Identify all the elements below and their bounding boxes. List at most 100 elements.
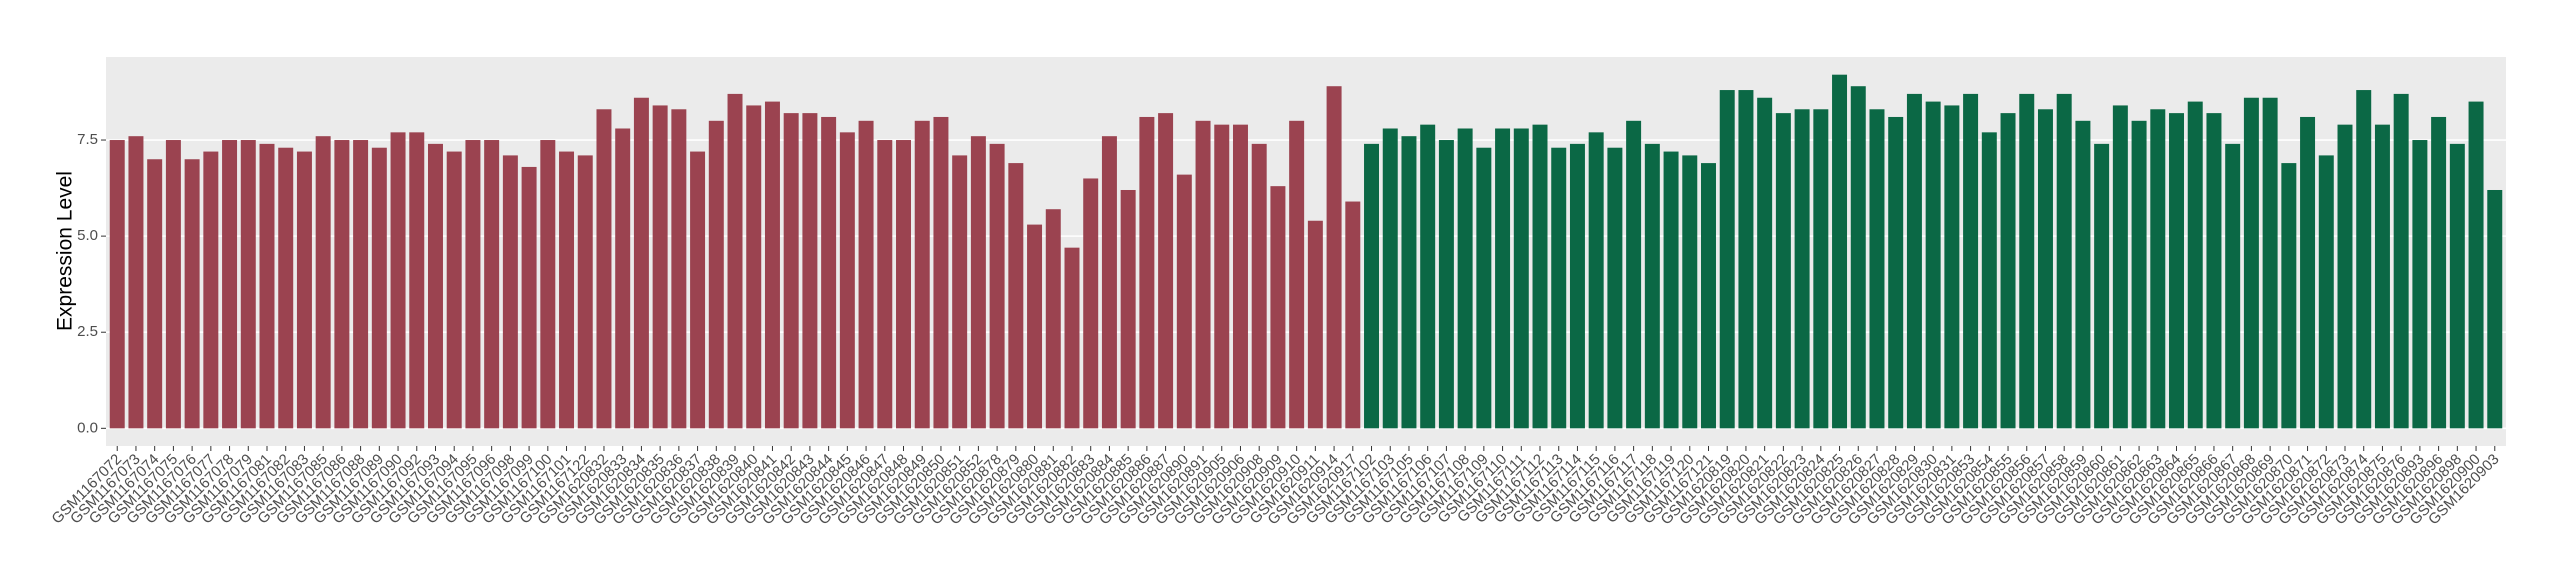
bar	[1832, 74, 1848, 429]
bar	[1027, 224, 1043, 429]
bar	[1176, 174, 1192, 429]
bar	[1925, 101, 1941, 429]
bar	[446, 151, 462, 429]
bar	[2000, 113, 2016, 429]
bar	[2281, 163, 2297, 429]
bar	[1251, 143, 1267, 429]
bar	[839, 132, 855, 429]
bar	[559, 151, 575, 429]
bar	[1364, 143, 1380, 429]
bar	[2094, 143, 2110, 429]
bar	[952, 155, 968, 429]
bar	[2300, 116, 2316, 429]
bar	[1551, 147, 1567, 429]
bar	[2431, 116, 2447, 429]
y-tick-label: 2.5	[77, 323, 98, 340]
bar	[222, 140, 238, 429]
bar	[2075, 120, 2091, 429]
bar	[1981, 132, 1997, 429]
bar	[165, 140, 181, 429]
bar	[2487, 189, 2503, 429]
bar	[1569, 143, 1585, 429]
bar	[315, 136, 331, 429]
bar	[821, 116, 837, 429]
bar	[2318, 155, 2334, 429]
bar	[540, 140, 556, 429]
bar	[1064, 247, 1080, 429]
bar	[240, 140, 256, 429]
bar	[2112, 105, 2128, 429]
bar	[1476, 147, 1492, 429]
bar	[2337, 124, 2353, 429]
bar	[1644, 143, 1660, 429]
bar	[1888, 116, 1904, 429]
bar	[2037, 109, 2053, 429]
bar	[615, 128, 631, 429]
bar	[1158, 113, 1174, 429]
bar	[109, 140, 125, 429]
bar	[371, 147, 387, 429]
bar	[1607, 147, 1623, 429]
bar	[1794, 109, 1810, 429]
bar	[577, 155, 593, 429]
bar	[1307, 220, 1323, 429]
bar	[896, 140, 911, 429]
bar	[2169, 113, 2185, 429]
bar	[802, 113, 818, 429]
y-tick-label: 0.0	[77, 419, 98, 436]
bar	[2187, 101, 2203, 429]
y-tick-label: 7.5	[77, 131, 98, 148]
bar	[1195, 120, 1211, 429]
bar	[2374, 124, 2390, 429]
bar	[1869, 109, 1885, 429]
bar	[933, 116, 949, 429]
bar	[1850, 86, 1866, 429]
bar	[2356, 90, 2372, 429]
bar	[1738, 90, 1754, 429]
bar	[2206, 113, 2222, 429]
bar	[353, 140, 369, 429]
bar	[1701, 163, 1716, 429]
bar	[690, 151, 706, 429]
bar	[1588, 132, 1604, 429]
bar	[1944, 105, 1960, 429]
bar	[1401, 136, 1417, 429]
bar	[1532, 124, 1548, 429]
bar	[1232, 124, 1248, 429]
bar	[296, 151, 312, 429]
bar	[2262, 97, 2278, 429]
bar	[1513, 128, 1529, 429]
bar	[1420, 124, 1436, 429]
bar	[184, 159, 200, 429]
bar	[989, 143, 1005, 429]
bar	[858, 120, 874, 429]
bar	[203, 151, 219, 429]
bar	[259, 143, 275, 429]
bar	[708, 120, 724, 429]
bar	[390, 132, 406, 429]
bar	[671, 109, 687, 429]
bar	[1719, 90, 1735, 429]
bar	[465, 140, 481, 429]
bar	[1289, 120, 1305, 429]
bar	[1663, 151, 1679, 429]
bar	[746, 105, 762, 429]
bar	[1008, 163, 1024, 429]
bar	[1382, 128, 1398, 429]
bar	[1214, 124, 1230, 429]
bar	[278, 147, 294, 429]
bar	[2019, 93, 2035, 429]
bar	[147, 159, 163, 429]
bar	[128, 136, 144, 429]
bar	[764, 101, 780, 429]
bar	[2131, 120, 2147, 429]
bar	[1963, 93, 1979, 429]
bar	[970, 136, 986, 429]
bar	[2225, 143, 2241, 429]
bar	[1270, 186, 1286, 429]
bar	[1775, 113, 1791, 429]
bar	[727, 93, 743, 429]
bar	[596, 109, 612, 429]
bar	[783, 113, 799, 429]
